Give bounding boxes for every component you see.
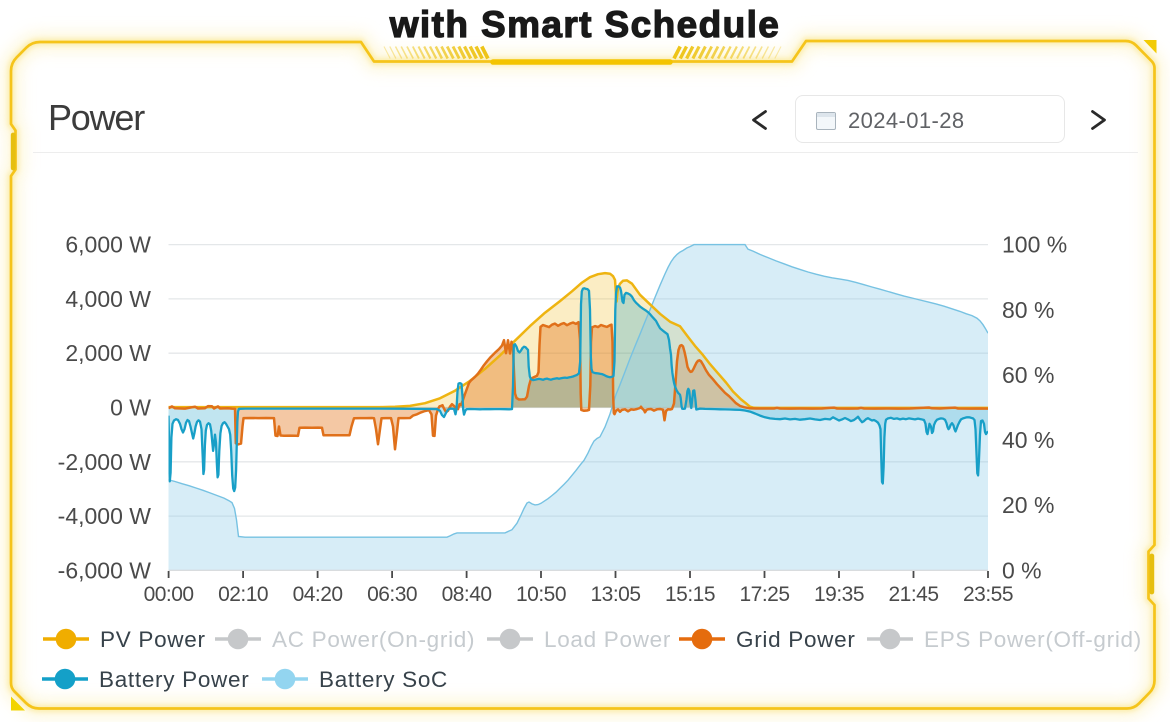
svg-text:-4,000 W: -4,000 W (58, 503, 152, 529)
svg-text:80 %: 80 % (1002, 297, 1054, 323)
svg-text:17:25: 17:25 (739, 583, 789, 606)
svg-text:Load Power: Load Power (544, 627, 671, 652)
svg-text:0 W: 0 W (110, 395, 151, 421)
svg-text:0 %: 0 % (1002, 557, 1042, 583)
svg-text:06:30: 06:30 (367, 583, 417, 606)
svg-text:19:35: 19:35 (814, 583, 864, 606)
svg-text:00:00: 00:00 (144, 583, 194, 606)
svg-text:20 %: 20 % (1002, 492, 1054, 518)
svg-text:13:05: 13:05 (590, 583, 640, 606)
svg-text:2,000 W: 2,000 W (65, 340, 151, 366)
svg-text:Battery SoC: Battery SoC (319, 667, 448, 692)
svg-text:15:15: 15:15 (665, 583, 715, 606)
svg-text:40 %: 40 % (1002, 427, 1054, 453)
svg-text:PV Power: PV Power (100, 627, 206, 652)
svg-text:08:40: 08:40 (442, 583, 492, 606)
svg-text:6,000 W: 6,000 W (65, 232, 151, 258)
svg-text:Grid Power: Grid Power (736, 627, 856, 652)
svg-text:AC Power(On-grid): AC Power(On-grid) (272, 627, 475, 652)
svg-text:4,000 W: 4,000 W (65, 286, 151, 312)
svg-text:100 %: 100 % (1002, 232, 1067, 258)
svg-text:-6,000 W: -6,000 W (58, 557, 152, 583)
svg-text:21:45: 21:45 (888, 583, 938, 606)
svg-text:60 %: 60 % (1002, 362, 1054, 388)
svg-text:EPS Power(Off-grid): EPS Power(Off-grid) (924, 627, 1142, 652)
svg-text:23:55: 23:55 (963, 583, 1013, 606)
svg-text:02:10: 02:10 (218, 583, 268, 606)
svg-text:Battery Power: Battery Power (99, 667, 249, 692)
svg-text:10:50: 10:50 (516, 583, 566, 606)
svg-text:04:20: 04:20 (293, 583, 343, 606)
svg-text:-2,000 W: -2,000 W (58, 449, 152, 475)
